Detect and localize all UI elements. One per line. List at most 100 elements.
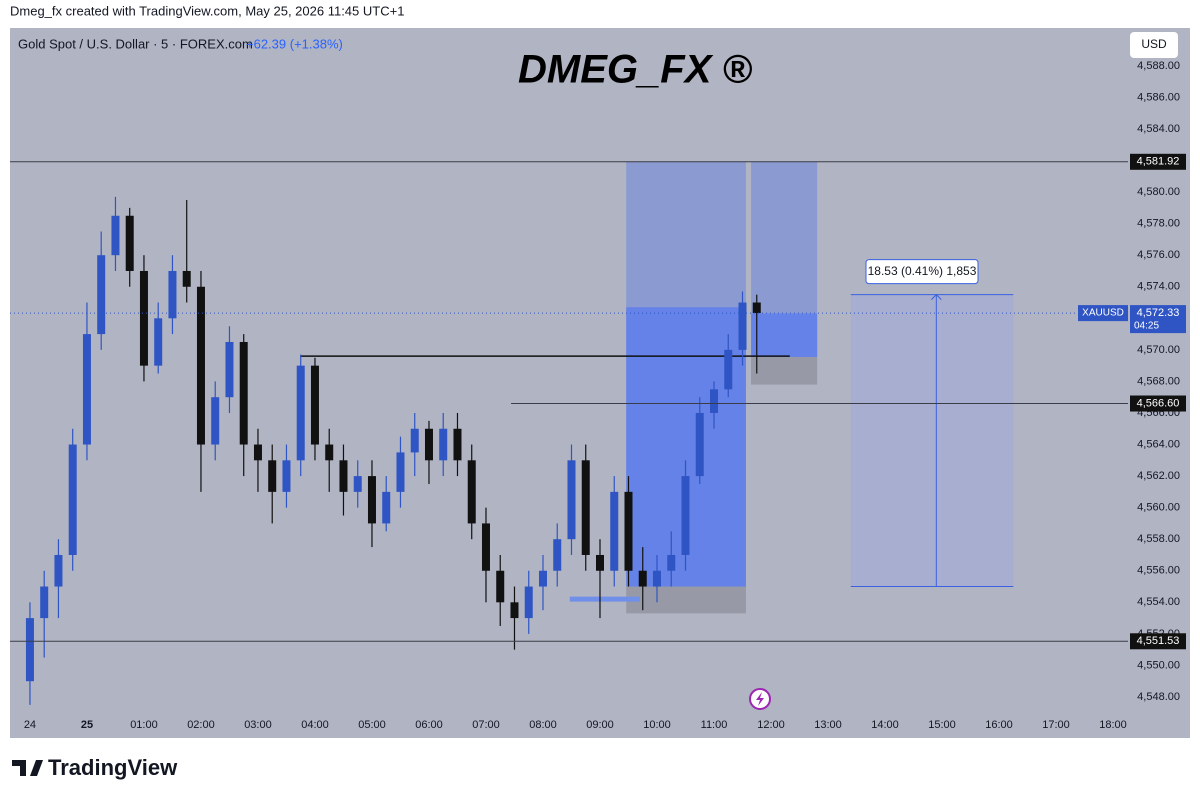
candle-body: [424, 428, 433, 461]
measure-label-bg: [865, 259, 979, 285]
x-tick-label: 25: [81, 719, 93, 731]
candle-body: [339, 460, 348, 492]
candle-body: [168, 270, 177, 319]
candle-body: [738, 302, 747, 350]
candle-body: [139, 270, 148, 366]
x-tick-label: 12:00: [757, 719, 785, 731]
candle-body: [296, 365, 305, 461]
x-tick-label: 05:00: [358, 719, 386, 731]
level-label: 4,581.92: [1137, 156, 1180, 168]
price-label: 4,572.33: [1137, 307, 1180, 319]
candle-body: [481, 523, 490, 571]
candle-body: [724, 349, 733, 390]
candle-body: [567, 460, 576, 540]
x-tick-label: 10:00: [643, 719, 671, 731]
candle-body: [710, 389, 719, 413]
y-tick-label: 4,560.00: [1137, 502, 1180, 514]
x-tick-label: 16:00: [985, 719, 1013, 731]
stop-zone: [626, 586, 746, 614]
level-badge: [1130, 395, 1186, 412]
x-tick-label: 01:00: [130, 719, 158, 731]
candle-body: [667, 554, 676, 571]
level-label: 4,551.53: [1137, 635, 1180, 647]
candle-body: [624, 491, 633, 571]
candle-body: [125, 215, 134, 271]
candle-body: [752, 302, 761, 314]
x-tick-label: 13:00: [814, 719, 842, 731]
candle-body: [282, 460, 291, 492]
y-tick-label: 4,548.00: [1137, 691, 1180, 703]
x-tick-label: 14:00: [871, 719, 899, 731]
watermark: DMEG_FX ®: [518, 48, 752, 92]
candle-body: [97, 255, 106, 335]
candle-body: [439, 428, 448, 461]
filled-zone: [751, 313, 818, 357]
measure-box: [850, 294, 1014, 587]
candle-body: [538, 570, 547, 587]
candle-body: [524, 586, 533, 619]
x-tick-label: 17:00: [1042, 719, 1070, 731]
x-tick-label: 08:00: [529, 719, 557, 731]
candle-body: [367, 476, 376, 524]
candle-body: [595, 554, 604, 571]
candle-body: [467, 460, 476, 524]
candle-body: [581, 460, 590, 555]
candle-body: [652, 570, 661, 587]
candle-body: [410, 428, 419, 453]
candle-body: [638, 570, 647, 587]
level-label: 4,566.60: [1137, 397, 1180, 409]
candle-body: [382, 491, 391, 524]
y-tick-label: 4,562.00: [1137, 470, 1180, 482]
y-tick-label: 4,586.00: [1137, 91, 1180, 103]
candle-body: [453, 428, 462, 461]
candle-body: [496, 570, 505, 603]
candle-body: [82, 334, 91, 445]
candle-body: [239, 341, 248, 445]
candle-body: [182, 270, 191, 287]
x-tick-label: 02:00: [187, 719, 215, 731]
candle-body: [268, 460, 277, 492]
x-tick-label: 15:00: [928, 719, 956, 731]
candle-body: [40, 586, 49, 619]
y-tick-label: 4,568.00: [1137, 375, 1180, 387]
y-tick-label: 4,550.00: [1137, 659, 1180, 671]
x-tick-label: 07:00: [472, 719, 500, 731]
candle-body: [610, 491, 619, 571]
candle-body: [695, 412, 704, 477]
x-tick-label: 24: [24, 719, 36, 731]
y-tick-label: 4,556.00: [1137, 565, 1180, 577]
candle-body: [325, 444, 334, 461]
symbol-label: XAUUSD: [1082, 308, 1124, 319]
candle-body: [510, 602, 519, 619]
y-tick-label: 4,584.00: [1137, 123, 1180, 135]
candle-body: [211, 397, 220, 445]
candle-body: [154, 318, 163, 366]
measure-label: 18.53 (0.41%) 1,853: [868, 264, 977, 278]
candle-body: [396, 452, 405, 492]
x-tick-label: 09:00: [586, 719, 614, 731]
candle-body: [310, 365, 319, 445]
symbol-title: Gold Spot / U.S. Dollar · 5 · FOREX.com: [18, 36, 253, 51]
candle-body: [68, 444, 77, 555]
y-tick-label: 4,570.00: [1137, 344, 1180, 356]
candle-body: [25, 618, 34, 682]
currency-button[interactable]: [1130, 32, 1178, 58]
candle-body: [54, 554, 63, 587]
brand: TradingView: [48, 755, 178, 780]
level-badge: [1130, 153, 1186, 170]
y-tick-label: 4,580.00: [1137, 186, 1180, 198]
event-icon-bolt: [756, 692, 764, 706]
candle-body: [681, 476, 690, 555]
x-tick-label: 18:00: [1099, 719, 1127, 731]
y-tick-label: 4,578.00: [1137, 218, 1180, 230]
candle-body: [253, 444, 262, 461]
x-tick-label: 11:00: [701, 719, 728, 731]
credit: Dmeg_fx created with TradingView.com, Ma…: [10, 3, 404, 18]
currency[interactable]: USD: [1141, 37, 1167, 51]
plot: 4,548.004,550.004,552.004,554.004,556.00…: [24, 60, 1180, 731]
footer-logo: TradingView: [12, 755, 178, 780]
stop-zone: [751, 356, 818, 385]
y-tick-label: 4,588.00: [1137, 60, 1180, 72]
y-tick-label: 4,574.00: [1137, 281, 1180, 293]
x-tick-label: 04:00: [301, 719, 329, 731]
